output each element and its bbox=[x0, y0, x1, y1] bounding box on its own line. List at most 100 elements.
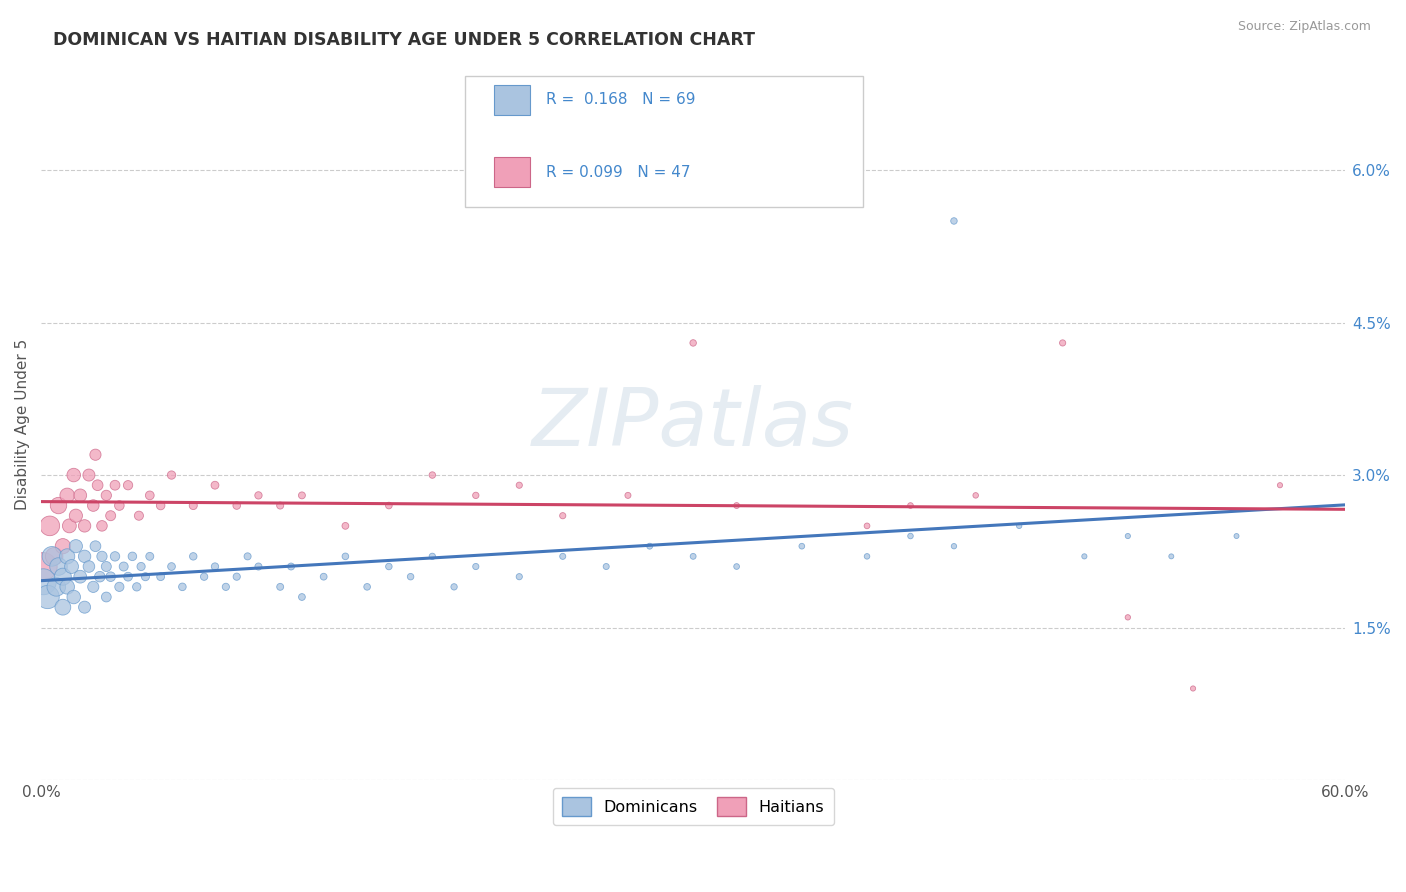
Point bbox=[129, 559, 152, 574]
Point bbox=[112, 559, 135, 574]
Point bbox=[856, 549, 879, 564]
Point bbox=[269, 580, 291, 594]
Point bbox=[62, 468, 84, 483]
Point bbox=[52, 600, 75, 615]
Point bbox=[38, 519, 60, 533]
Point bbox=[312, 570, 335, 584]
Point bbox=[335, 549, 357, 564]
Point bbox=[82, 580, 104, 594]
Point bbox=[104, 549, 127, 564]
Point bbox=[900, 499, 922, 513]
Point bbox=[181, 499, 204, 513]
Point bbox=[41, 549, 63, 564]
Point bbox=[1182, 681, 1205, 696]
Point bbox=[96, 488, 118, 502]
Point bbox=[682, 335, 704, 350]
Point bbox=[1268, 478, 1291, 492]
Point bbox=[52, 539, 75, 553]
Point bbox=[117, 478, 139, 492]
Point bbox=[464, 559, 486, 574]
Point bbox=[1160, 549, 1182, 564]
Point bbox=[378, 559, 401, 574]
Point bbox=[149, 499, 172, 513]
Point bbox=[291, 590, 314, 604]
Point bbox=[551, 508, 574, 523]
Text: ZIPatlas: ZIPatlas bbox=[531, 385, 855, 463]
Point bbox=[86, 478, 108, 492]
Point bbox=[69, 488, 91, 502]
Point bbox=[1116, 529, 1139, 543]
Point bbox=[77, 468, 100, 483]
Point bbox=[65, 539, 87, 553]
Point bbox=[617, 488, 640, 502]
Point bbox=[139, 488, 162, 502]
Point bbox=[56, 488, 79, 502]
Point bbox=[378, 499, 401, 513]
Point bbox=[638, 539, 661, 553]
Point bbox=[125, 580, 148, 594]
Point bbox=[139, 549, 162, 564]
Point bbox=[65, 508, 87, 523]
Point bbox=[215, 580, 238, 594]
Point bbox=[69, 570, 91, 584]
Point bbox=[128, 508, 150, 523]
Point bbox=[45, 580, 67, 594]
Point bbox=[551, 549, 574, 564]
Point bbox=[82, 499, 104, 513]
Point bbox=[73, 519, 96, 533]
Text: Source: ZipAtlas.com: Source: ZipAtlas.com bbox=[1237, 20, 1371, 33]
Point bbox=[682, 549, 704, 564]
Point bbox=[291, 488, 314, 502]
Point bbox=[52, 570, 75, 584]
Point bbox=[160, 559, 183, 574]
Point bbox=[1116, 610, 1139, 624]
Text: R = 0.099   N = 47: R = 0.099 N = 47 bbox=[546, 165, 690, 180]
Point bbox=[104, 478, 127, 492]
Point bbox=[84, 448, 107, 462]
Bar bbox=[494, 85, 530, 115]
Point bbox=[121, 549, 143, 564]
Point bbox=[84, 539, 107, 553]
Point bbox=[91, 549, 114, 564]
Point bbox=[60, 559, 83, 574]
Point bbox=[108, 580, 131, 594]
Point bbox=[48, 559, 70, 574]
Point bbox=[269, 499, 291, 513]
Point bbox=[725, 499, 748, 513]
Point bbox=[89, 570, 111, 584]
Point bbox=[204, 478, 226, 492]
Text: DOMINICAN VS HAITIAN DISABILITY AGE UNDER 5 CORRELATION CHART: DOMINICAN VS HAITIAN DISABILITY AGE UNDE… bbox=[53, 31, 755, 49]
Point bbox=[181, 549, 204, 564]
Point bbox=[96, 590, 118, 604]
FancyBboxPatch shape bbox=[465, 76, 863, 207]
Point bbox=[335, 519, 357, 533]
Legend: Dominicans, Haitians: Dominicans, Haitians bbox=[553, 788, 834, 825]
Point bbox=[356, 580, 378, 594]
Point bbox=[1225, 529, 1247, 543]
Point bbox=[134, 570, 156, 584]
Point bbox=[91, 519, 114, 533]
Point bbox=[58, 519, 80, 533]
Point bbox=[193, 570, 215, 584]
Point bbox=[204, 559, 226, 574]
Point bbox=[420, 549, 443, 564]
Point bbox=[508, 570, 530, 584]
Point bbox=[464, 488, 486, 502]
Point bbox=[1073, 549, 1095, 564]
Point bbox=[73, 600, 96, 615]
Point bbox=[942, 214, 965, 228]
Point bbox=[399, 570, 422, 584]
Point bbox=[96, 559, 118, 574]
Point bbox=[32, 574, 55, 589]
Point bbox=[247, 559, 270, 574]
Point bbox=[73, 549, 96, 564]
Point bbox=[790, 539, 813, 553]
Bar bbox=[494, 158, 530, 187]
Point bbox=[160, 468, 183, 483]
Point bbox=[37, 590, 59, 604]
Point bbox=[100, 570, 122, 584]
Point bbox=[56, 580, 79, 594]
Point bbox=[942, 539, 965, 553]
Point bbox=[236, 549, 259, 564]
Point bbox=[108, 499, 131, 513]
